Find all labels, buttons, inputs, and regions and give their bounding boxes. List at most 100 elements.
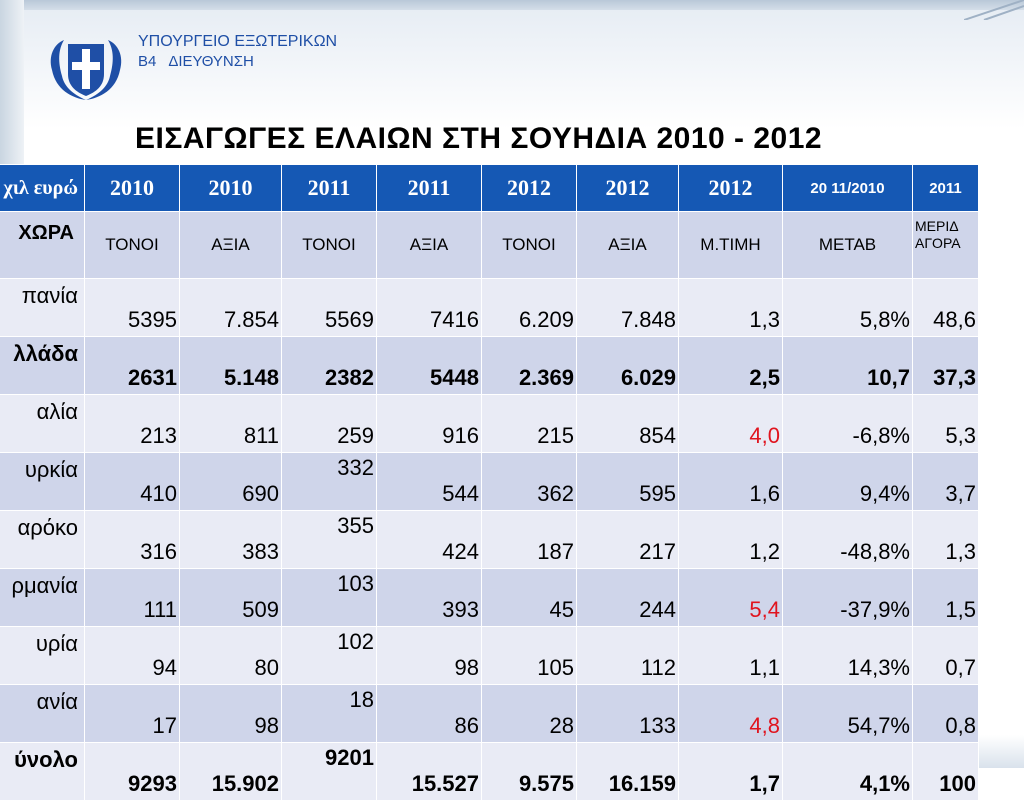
- value-cell: 424: [376, 510, 482, 569]
- column-label-cell: ΜΕΤΑΒ: [782, 211, 913, 279]
- year-header-cell: 2010: [179, 164, 282, 212]
- header-background: [24, 10, 1024, 150]
- value-cell: 45: [481, 568, 577, 627]
- value-cell: 0,8: [912, 684, 979, 743]
- value-cell: 7.854: [179, 278, 282, 337]
- year-header-cell: 2011: [376, 164, 482, 212]
- value-cell: 393: [376, 568, 482, 627]
- value-cell: 14,3%: [782, 626, 913, 685]
- value-cell: 15.902: [179, 742, 282, 801]
- value-cell: 217: [576, 510, 679, 569]
- country-cell: ανία: [0, 684, 85, 743]
- country-cell: υρία: [0, 626, 85, 685]
- value-cell: 112: [576, 626, 679, 685]
- value-cell: 4,8: [678, 684, 783, 743]
- value-cell: 1,6: [678, 452, 783, 511]
- year-header-cell: 2010: [84, 164, 180, 212]
- ministry-header: ΥΠΟΥΡΓΕΙΟ ΕΞΩΤΕΡΙΚΩΝ Β4 ΔΙΕΥΘΥΝΣΗ: [138, 32, 337, 72]
- olive-imports-table: ε χιλ ευρώ201020102011201120122012201220…: [0, 164, 979, 801]
- table-row: πανία 5395 7.854 5569 7416 6.209 7.848 1,3 5,8% 4…: [0, 278, 979, 337]
- value-cell: 1,2: [678, 510, 783, 569]
- table-row: ρμανία 111 509 103 393 45 244 5,4 -37,9% 1,5: [0, 568, 979, 627]
- value-cell: 133: [576, 684, 679, 743]
- year-header-cell: 2012: [576, 164, 679, 212]
- country-cell: αλία: [0, 394, 85, 453]
- department-code: Β4: [138, 53, 157, 70]
- value-cell: 4,0: [678, 394, 783, 453]
- value-cell: 1,7: [678, 742, 783, 801]
- market-share-header: ΜΕΡΙΔ ΑΓΟΡΑ: [912, 211, 979, 279]
- value-cell: 86: [376, 684, 482, 743]
- value-cell: 105: [481, 626, 577, 685]
- value-cell: 48,6: [912, 278, 979, 337]
- table-row: λλάδα 2631 5.148 2382 5448 2.369 6.029 2,5 10,7 3…: [0, 336, 979, 395]
- value-cell: 2382: [281, 336, 377, 395]
- value-cell: 509: [179, 568, 282, 627]
- column-label-row: ΧΩΡΑ ΤΟΝΟΙ ΑΞΙΑ ΤΟΝΟΙ ΑΞΙΑ ΤΟΝΟΙ ΑΞΙΑ Μ.ΤΙΜΗ ΜΕΤ…: [0, 211, 979, 279]
- value-cell: 1,1: [678, 626, 783, 685]
- value-cell: -6,8%: [782, 394, 913, 453]
- value-cell: 5,3: [912, 394, 979, 453]
- value-cell: 1,3: [678, 278, 783, 337]
- value-cell: 3,7: [912, 452, 979, 511]
- value-cell: 9201: [281, 742, 377, 801]
- value-cell: 854: [576, 394, 679, 453]
- value-cell: 355: [281, 510, 377, 569]
- table-row: ανία 17 98 18 86 28 133 4,8 54,7% 0,8: [0, 684, 979, 743]
- value-cell: 100: [912, 742, 979, 801]
- value-cell: 383: [179, 510, 282, 569]
- column-label-cell: Μ.ΤΙΜΗ: [678, 211, 783, 279]
- column-label-cell: ΤΟΝΟΙ: [84, 211, 180, 279]
- table-row: αλία 213 811 259 916 215 854 4,0 -6,8% 5,3: [0, 394, 979, 453]
- corner-decoration: [964, 0, 1024, 20]
- table-row: υρκία 410 690 332 544 362 595 1,6 9,4% 3,7: [0, 452, 979, 511]
- value-cell: 4,1%: [782, 742, 913, 801]
- value-cell: 5.148: [179, 336, 282, 395]
- value-cell: 2,5: [678, 336, 783, 395]
- value-cell: 9,4%: [782, 452, 913, 511]
- market-share-label-2: ΑΓΟΡΑ: [915, 235, 961, 251]
- country-cell: ρμανία: [0, 568, 85, 627]
- column-label-cell: ΑΞΙΑ: [179, 211, 282, 279]
- value-cell: 5,4: [678, 568, 783, 627]
- value-cell: 362: [481, 452, 577, 511]
- value-cell: 9293: [84, 742, 180, 801]
- value-cell: 316: [84, 510, 180, 569]
- country-cell: λλάδα: [0, 336, 85, 395]
- value-cell: 2631: [84, 336, 180, 395]
- year-header-cell: 2012: [678, 164, 783, 212]
- country-cell: αρόκο: [0, 510, 85, 569]
- value-cell: 6.209: [481, 278, 577, 337]
- country-cell: πανία: [0, 278, 85, 337]
- value-cell: 595: [576, 452, 679, 511]
- ministry-name: ΥΠΟΥΡΓΕΙΟ ΕΞΩΤΕΡΙΚΩΝ: [138, 33, 338, 50]
- value-cell: 244: [576, 568, 679, 627]
- column-label-cell: ΑΞΙΑ: [376, 211, 482, 279]
- total-row: ύνολο 9293 15.902 9201 15.527 9.575 16.159 1,7 4…: [0, 742, 979, 801]
- value-cell: 690: [179, 452, 282, 511]
- value-cell: 5395: [84, 278, 180, 337]
- country-column-header: ΧΩΡΑ: [0, 211, 85, 279]
- year-header-cell: 2011: [281, 164, 377, 212]
- market-share-label-1: ΜΕΡΙΔ: [915, 218, 959, 234]
- value-cell: 215: [481, 394, 577, 453]
- value-cell: 5569: [281, 278, 377, 337]
- value-cell: 332: [281, 452, 377, 511]
- value-cell: 37,3: [912, 336, 979, 395]
- value-cell: 916: [376, 394, 482, 453]
- year-header-row: ε χιλ ευρώ201020102011201120122012201220…: [0, 164, 979, 212]
- value-cell: 15.527: [376, 742, 482, 801]
- value-cell: 7416: [376, 278, 482, 337]
- value-cell: 187: [481, 510, 577, 569]
- value-cell: -37,9%: [782, 568, 913, 627]
- value-cell: 259: [281, 394, 377, 453]
- value-cell: 17: [84, 684, 180, 743]
- value-cell: 9.575: [481, 742, 577, 801]
- value-cell: 2.369: [481, 336, 577, 395]
- value-cell: 98: [179, 684, 282, 743]
- country-cell: υρκία: [0, 452, 85, 511]
- value-cell: 18: [281, 684, 377, 743]
- value-cell: 410: [84, 452, 180, 511]
- value-cell: 213: [84, 394, 180, 453]
- table-row: υρία 94 80 102 98 105 112 1,1 14,3% 0,7: [0, 626, 979, 685]
